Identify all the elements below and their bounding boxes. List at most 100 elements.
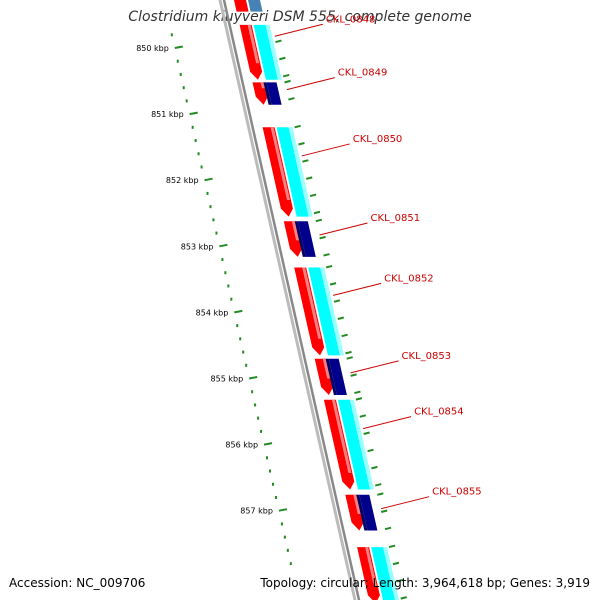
gene-feature-edge <box>294 221 306 257</box>
ruler-minor-tick <box>266 456 269 460</box>
feature-track-tick <box>350 373 357 377</box>
feature-track-tick <box>377 492 384 496</box>
feature-track-tick <box>375 483 382 487</box>
feature-track-tick <box>337 316 345 320</box>
gene-label-leader <box>274 23 323 37</box>
ruler-minor-tick <box>200 165 203 169</box>
gene-cds-highlight <box>260 82 265 89</box>
ruler-minor-tick <box>271 482 274 486</box>
gene-label-leader <box>332 282 382 296</box>
ruler-minor-tick <box>283 535 286 539</box>
ruler-minor-tick <box>251 390 254 394</box>
ruler-kbp-label: 853 kbp <box>181 242 214 251</box>
ruler-minor-tick <box>212 218 215 222</box>
gene-label-leader <box>380 496 430 510</box>
feature-track-tick <box>345 350 352 355</box>
feature-track-tick <box>359 414 367 418</box>
feature-track-tick <box>306 176 313 180</box>
gene-feature-edge <box>349 399 375 490</box>
ruler-minor-tick <box>274 495 277 499</box>
gene-feature-edge <box>320 267 344 356</box>
feature-track-tick <box>396 578 404 583</box>
genome-summary-text: Topology: circular; Length: 3,964,618 bp… <box>260 576 590 590</box>
gene-cds-arrow <box>233 0 249 12</box>
ruler-minor-tick <box>209 205 212 209</box>
ruler-minor-tick <box>260 429 263 433</box>
gene-cds-highlight <box>270 127 290 200</box>
feature-track-tick <box>346 356 353 360</box>
ruler-kbp-label: 850 kbp <box>136 44 169 53</box>
ruler-minor-tick <box>280 522 283 526</box>
feature-track-tick <box>323 253 330 257</box>
ruler-minor-tick <box>289 562 292 566</box>
gene-feature-edge <box>325 358 337 395</box>
feature-track-tick <box>284 79 291 84</box>
accession-text: Accession: NC_009706 <box>9 576 146 590</box>
feature-track-tick <box>288 97 295 101</box>
gene-cds-highlight <box>322 358 331 379</box>
gene-label[interactable]: CKL_0850 <box>353 134 403 145</box>
gene-cds-arrow <box>357 547 380 600</box>
gene-cds-highlight <box>331 399 352 473</box>
ruler-major-tick <box>234 309 243 314</box>
gene-feature-edge <box>263 82 272 105</box>
gene-label-leader <box>362 416 412 430</box>
ruler-minor-tick <box>236 324 239 328</box>
ruler-minor-tick <box>185 99 188 103</box>
gene-label[interactable]: CKL_0849 <box>338 68 388 79</box>
ruler-minor-tick <box>182 86 185 90</box>
feature-track-tick <box>355 397 363 401</box>
gene-label[interactable]: CKL_0848 <box>326 14 376 25</box>
feature-track-tick <box>294 124 301 129</box>
gene-cds-highlight <box>291 221 300 241</box>
ruler-kbp-label: 855 kbp <box>211 375 244 384</box>
gene-label-leader <box>319 222 368 236</box>
feature-track-tick <box>384 526 392 531</box>
feature-track-tick <box>309 193 317 198</box>
feature-track-tick <box>315 218 323 223</box>
feature-track-tick <box>363 431 370 435</box>
feature-track-tick <box>367 448 374 453</box>
gene-label[interactable]: CKL_0853 <box>402 351 452 362</box>
ruler-minor-tick <box>257 416 260 420</box>
backbone-shadow <box>218 0 357 600</box>
feature-track-tick <box>279 56 286 61</box>
gene-feature-strip <box>337 399 371 490</box>
gene-track <box>233 0 407 600</box>
gene-feature-strip <box>297 221 316 257</box>
ruler-minor-tick <box>194 139 197 143</box>
gene-feature-strip <box>266 82 282 105</box>
ruler-major-tick <box>219 243 228 248</box>
gene-label[interactable]: CKL_0851 <box>371 213 421 224</box>
gene-cds-arrow <box>239 24 263 80</box>
gene-feature-edge <box>288 127 313 217</box>
gene-label[interactable]: CKL_0855 <box>432 487 482 498</box>
gene-feature-strip <box>359 494 378 531</box>
ruler-major-tick <box>204 177 213 182</box>
gene-feature-strip <box>276 127 309 217</box>
ruler-kbp-label: 857 kbp <box>240 507 273 516</box>
gene-feature-edge <box>356 494 368 531</box>
ruler-minor-tick <box>170 33 173 37</box>
gene-feature-strip <box>253 24 278 80</box>
gene-label[interactable]: CKL_0852 <box>384 273 434 284</box>
gene-label[interactable]: CKL_0854 <box>414 407 464 418</box>
feature-track-tick <box>298 142 305 146</box>
feature-track-tick <box>302 159 309 163</box>
ruler-kbp-label: 854 kbp <box>196 308 229 317</box>
ruler-minor-tick <box>176 59 179 63</box>
feature-track-tick <box>392 561 400 566</box>
gene-cds-arrow <box>294 267 325 356</box>
ruler-minor-tick <box>197 152 200 156</box>
feature-track-tick <box>341 333 348 338</box>
gene-cds-highlight <box>247 24 260 64</box>
feature-track-tick <box>329 282 337 286</box>
ruler-kbp-label: 856 kbp <box>225 441 258 450</box>
gene-cds-arrow <box>323 399 355 490</box>
ruler-minor-tick <box>227 284 230 288</box>
ruler-minor-tick <box>239 337 242 341</box>
feature-track-tick <box>319 235 326 240</box>
ruler-minor-tick <box>215 231 218 235</box>
ruler-minor-tick <box>221 258 224 262</box>
feature-track-tick <box>354 390 361 395</box>
